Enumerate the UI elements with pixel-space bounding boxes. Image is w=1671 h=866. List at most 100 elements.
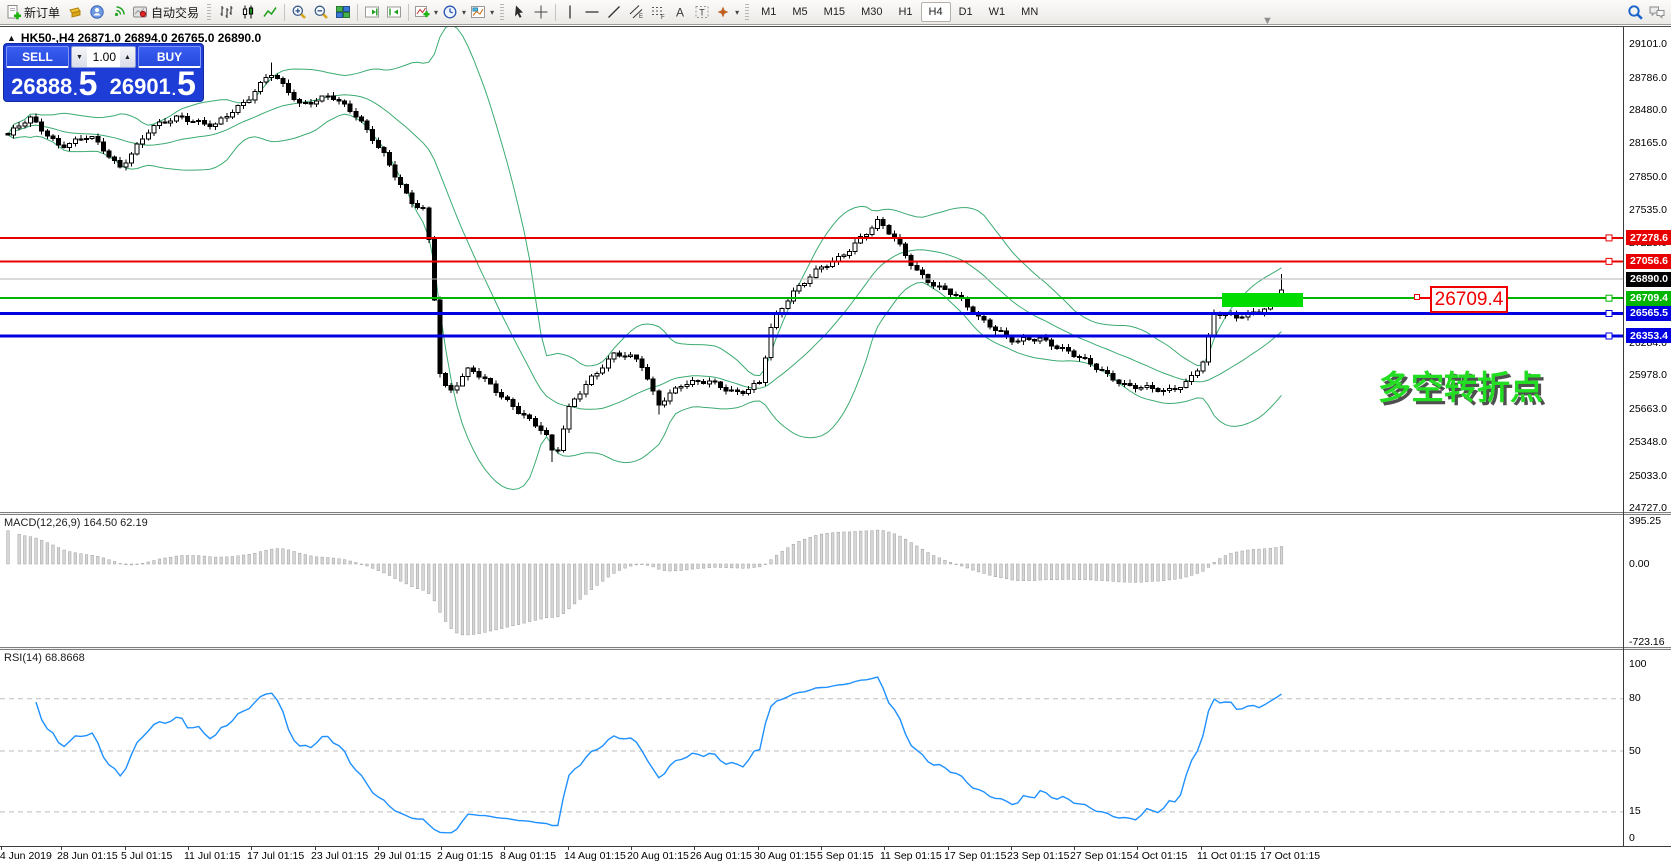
time-axis[interactable]: 24 Jun 2019 28 Jun 01:155 Jul 01:15 11 Jul… bbox=[0, 847, 1671, 866]
bar-chart-button[interactable] bbox=[215, 2, 237, 23]
cursor-icon bbox=[515, 5, 524, 18]
chart-collapse-icon[interactable]: ▲ bbox=[7, 33, 16, 43]
time-axis-tick bbox=[1, 847, 2, 850]
highlight-rectangle-annotation[interactable] bbox=[1222, 293, 1303, 307]
price-line-tag: 27278.6 bbox=[1626, 230, 1671, 246]
pane-separator[interactable] bbox=[0, 512, 1671, 515]
price-axis-label: 25348.0 bbox=[1629, 436, 1667, 449]
time-axis-label: 27 Sep 01:15 bbox=[1070, 850, 1133, 862]
time-axis-tick bbox=[694, 847, 695, 850]
chat-icon bbox=[1649, 6, 1665, 19]
autotrading-button[interactable]: 自动交易 bbox=[130, 2, 203, 23]
time-axis-label: 17 Sep 01:15 bbox=[944, 850, 1007, 862]
chart-shift-marker-icon[interactable]: ▼ bbox=[1262, 15, 1273, 27]
market-button[interactable] bbox=[64, 2, 86, 23]
timeframe-button-W1[interactable]: W1 bbox=[988, 6, 1006, 18]
community-icon bbox=[90, 5, 104, 19]
time-axis-tick bbox=[1201, 847, 1202, 850]
community-button[interactable] bbox=[86, 2, 108, 23]
indicators-button[interactable]: ▾ bbox=[412, 2, 440, 23]
price-axis-label: 24727.0 bbox=[1629, 501, 1667, 514]
time-axis-label: 4 Oct 01:15 bbox=[1133, 850, 1188, 862]
toolbar-drag-handle bbox=[207, 4, 212, 20]
toolbar-drag-handle bbox=[500, 4, 505, 20]
rsi-axis-label: 0 bbox=[1629, 831, 1635, 844]
rsi-pane-canvas[interactable] bbox=[0, 650, 1623, 846]
vertical-line-icon bbox=[569, 5, 571, 19]
price-callout-annotation[interactable]: 26709.4 bbox=[1430, 286, 1508, 313]
buy-price[interactable]: 26901 . 5 bbox=[105, 67, 202, 101]
sell-price[interactable]: 26888 . 5 bbox=[6, 67, 103, 101]
auto-scroll-button[interactable] bbox=[361, 2, 383, 23]
note-text-annotation[interactable]: 多空转折点 bbox=[1378, 369, 1543, 406]
zoom-in-button[interactable] bbox=[288, 2, 310, 23]
one-click-trading-panel: SELL ▼ 1.00 ▲ BUY 26888 . 5 26901 . 5 bbox=[3, 43, 204, 102]
volume-decrease-button[interactable]: ▼ bbox=[72, 47, 87, 67]
macd-axis-label: 0.00 bbox=[1629, 557, 1650, 570]
price-axis-label: 27535.0 bbox=[1629, 204, 1667, 217]
new-order-icon bbox=[7, 5, 21, 20]
time-axis-tick bbox=[315, 847, 316, 850]
time-axis-tick bbox=[61, 847, 62, 850]
timeframe-button-MN[interactable]: MN bbox=[1021, 6, 1039, 18]
price-line-tag: 26353.4 bbox=[1626, 328, 1671, 344]
volume-control: ▼ 1.00 ▲ bbox=[71, 46, 136, 68]
sell-price-main: 26888 bbox=[11, 74, 73, 99]
timeframe-button-M5[interactable]: M5 bbox=[792, 6, 808, 18]
time-axis-tick bbox=[1011, 847, 1012, 850]
macd-axis[interactable]: 395.25 0.00 -723.16 bbox=[1625, 515, 1671, 649]
time-axis-tick bbox=[568, 847, 569, 850]
dropdown-arrow-icon: ▾ bbox=[735, 7, 740, 17]
line-chart-button[interactable] bbox=[259, 2, 281, 23]
trendline-button[interactable] bbox=[603, 2, 625, 23]
horizontal-line-button[interactable] bbox=[581, 2, 603, 23]
new-order-button[interactable]: 新订单 bbox=[3, 2, 64, 23]
equidistant-channel-button[interactable]: E bbox=[625, 2, 647, 23]
timeframe-button-M1[interactable]: M1 bbox=[761, 6, 777, 18]
chat-button[interactable] bbox=[1646, 2, 1668, 23]
volume-increase-button[interactable]: ▲ bbox=[120, 47, 135, 67]
periods-icon bbox=[443, 5, 457, 19]
chart-shift-button[interactable] bbox=[383, 2, 405, 23]
svg-text:T: T bbox=[699, 8, 705, 18]
dropdown-arrow-icon: ▾ bbox=[490, 7, 495, 17]
main-chart-canvas[interactable] bbox=[0, 27, 1623, 512]
timeframe-button-H4[interactable]: H4 bbox=[920, 2, 951, 22]
crosshair-button[interactable] bbox=[530, 2, 552, 23]
timeframe-button-M30[interactable]: M30 bbox=[861, 6, 883, 18]
price-axis[interactable]: 29101.0 28786.0 28480.0 28165.0 27850.0 27535… bbox=[1625, 27, 1671, 514]
sell-button[interactable]: SELL bbox=[6, 46, 69, 68]
rsi-axis-label: 50 bbox=[1629, 744, 1641, 757]
candlestick-chart-button[interactable] bbox=[237, 2, 259, 23]
templates-icon bbox=[471, 6, 486, 18]
time-axis-tick bbox=[758, 847, 759, 850]
timeframe-button-M15[interactable]: M15 bbox=[823, 6, 846, 18]
periods-button[interactable]: ▾ bbox=[440, 2, 468, 23]
signals-button[interactable] bbox=[108, 2, 130, 23]
cursor-button[interactable] bbox=[508, 2, 530, 23]
templates-button[interactable]: ▾ bbox=[468, 2, 496, 23]
search-button[interactable] bbox=[1624, 2, 1646, 23]
arrows-button[interactable]: ▾ bbox=[713, 2, 741, 23]
text-button[interactable]: A bbox=[669, 2, 691, 23]
toolbar-separator bbox=[408, 3, 410, 21]
timeframe-button-H1[interactable]: H1 bbox=[898, 6, 913, 18]
horizontal-line-icon bbox=[585, 11, 599, 13]
text-label-button[interactable]: T bbox=[691, 2, 713, 23]
pane-separator[interactable] bbox=[0, 647, 1671, 650]
svg-text:E: E bbox=[639, 14, 643, 20]
text-label-icon: T bbox=[695, 6, 709, 18]
vertical-line-button[interactable] bbox=[559, 2, 581, 23]
fibonacci-button[interactable]: F bbox=[647, 2, 669, 23]
volume-input[interactable]: 1.00 bbox=[87, 47, 120, 67]
rsi-axis[interactable]: 100 80 50 15 0 bbox=[1625, 650, 1671, 846]
toolbar-drag-handle bbox=[745, 4, 750, 20]
buy-button[interactable]: BUY bbox=[138, 46, 201, 68]
new-order-label: 新订单 bbox=[24, 5, 61, 20]
time-axis-tick bbox=[884, 847, 885, 850]
zoom-out-icon bbox=[314, 5, 328, 19]
zoom-out-button[interactable] bbox=[310, 2, 332, 23]
timeframe-button-D1[interactable]: D1 bbox=[958, 6, 973, 18]
macd-pane-canvas[interactable]: L13.6 16.1 L19.2 16.8 L24.8 17.6 L30.4 1… bbox=[0, 515, 1623, 647]
tile-windows-button[interactable] bbox=[332, 2, 354, 23]
